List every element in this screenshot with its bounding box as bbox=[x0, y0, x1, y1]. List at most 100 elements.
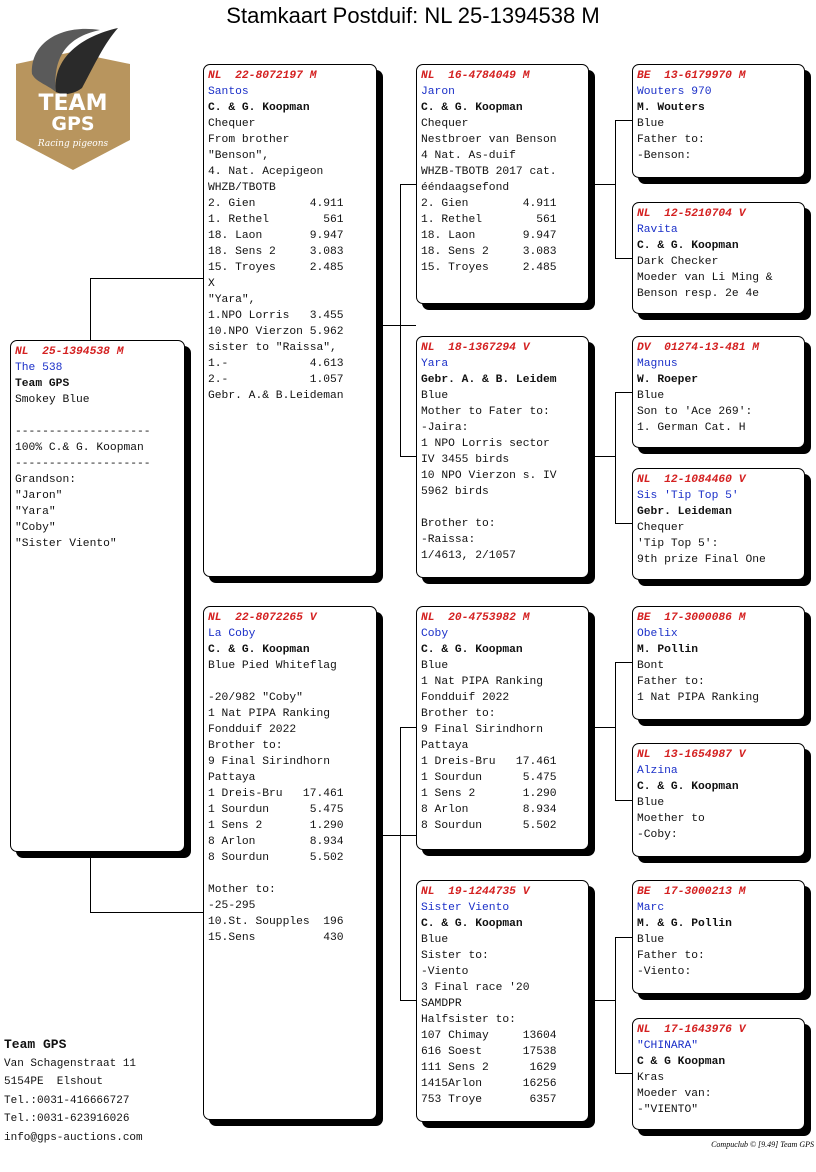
breeder: C. & G. Koopman bbox=[421, 644, 523, 656]
info-line: SAMDPR bbox=[421, 998, 462, 1010]
info-line: 1/4613, 2/1057 bbox=[421, 550, 516, 562]
info-line: Blue bbox=[421, 390, 449, 402]
breeder: C. & G. Koopman bbox=[421, 918, 523, 930]
info-line: From brother bbox=[208, 134, 290, 146]
svg-text:Racing pigeons: Racing pigeons bbox=[37, 139, 109, 149]
info-line: Moeder van: bbox=[637, 1088, 712, 1100]
pedigree-card-dd-dam: NL 17-1643976 V "CHINARA" C & G Koopman Kra… bbox=[632, 1018, 805, 1130]
footer-email[interactable]: info@gps-auctions.com bbox=[4, 1131, 143, 1144]
breeder: M. & G. Pollin bbox=[637, 918, 732, 930]
pigeon-name: Obelix bbox=[637, 628, 678, 640]
connector-line bbox=[615, 662, 616, 800]
connector-line bbox=[400, 727, 401, 1000]
info-line: 15. Troyes 2.485 bbox=[208, 262, 344, 274]
info-line: IV 3455 birds bbox=[421, 454, 510, 466]
connector-line bbox=[90, 278, 91, 340]
info-line: 100% C.& G. Koopman bbox=[15, 442, 144, 454]
breeder: C. & G. Koopman bbox=[421, 102, 523, 114]
info-line: Father to: bbox=[637, 950, 705, 962]
info-line: 1 Nat PIPA Ranking bbox=[421, 676, 544, 688]
info-line: 1415Arlon 16256 bbox=[421, 1078, 557, 1090]
ring-number: NL 19-1244735 V bbox=[421, 886, 530, 898]
info-line: Fondduif 2022 bbox=[421, 692, 510, 704]
software-credit: Compuclub © [9.49] Team GPS bbox=[711, 1140, 814, 1149]
pedigree-card-sd-dam: NL 12-1084460 V Sis 'Tip Top 5' Gebr. Leid… bbox=[632, 468, 805, 580]
ring-number: NL 17-1643976 V bbox=[637, 1024, 746, 1036]
pigeon-name: La Coby bbox=[208, 628, 256, 640]
info-line: Pattaya bbox=[208, 772, 256, 784]
info-line: ééndaagsefond bbox=[421, 182, 510, 194]
info-line: Grandson: bbox=[15, 474, 77, 486]
info-line: Blue bbox=[637, 934, 665, 946]
info-line: Moether to bbox=[637, 813, 705, 825]
info-line: 8 Arlon 8.934 bbox=[208, 836, 344, 848]
info-line: 1. Rethel 561 bbox=[208, 214, 344, 226]
pedigree-card-dam: NL 22-8072265 V La Coby C. & G. Koopman Blu… bbox=[203, 606, 377, 1120]
info-line: -Jaira: bbox=[421, 422, 469, 434]
info-line: -------------------- bbox=[15, 426, 151, 438]
info-line: Brother to: bbox=[421, 708, 496, 720]
info-line: 5962 birds bbox=[421, 486, 489, 498]
connector-line bbox=[615, 523, 632, 524]
breeder: Gebr. Leideman bbox=[637, 506, 732, 518]
breeder: M. Pollin bbox=[637, 644, 699, 656]
info-line: sister to "Raissa", bbox=[208, 342, 337, 354]
ring-number: DV 01274-13-481 M bbox=[637, 342, 760, 354]
info-line: 9 Final Sirindhorn bbox=[208, 756, 331, 768]
info-line: Sister to: bbox=[421, 950, 489, 962]
connector-line bbox=[615, 258, 632, 259]
connector-line bbox=[615, 937, 632, 938]
pigeon-name: Ravita bbox=[637, 224, 678, 236]
connector-line bbox=[400, 456, 416, 457]
info-line: WHZB-TBOTB 2017 cat. bbox=[421, 166, 557, 178]
connector-line bbox=[615, 662, 632, 663]
pedigree-card-ds-sire: BE 17-3000086 M Obelix M. Pollin Bont Father… bbox=[632, 606, 805, 720]
info-line: Blue Pied Whiteflag bbox=[208, 660, 337, 672]
pigeon-name: Yara bbox=[421, 358, 449, 370]
info-line: Halfsister to: bbox=[421, 1014, 516, 1026]
info-line: 3 Final race '20 bbox=[421, 982, 530, 994]
info-line: 18. Sens 2 3.083 bbox=[421, 246, 557, 258]
info-line: Nestbroer van Benson bbox=[421, 134, 557, 146]
pigeon-name: Wouters 970 bbox=[637, 86, 712, 98]
ring-number: NL 16-4784049 M bbox=[421, 70, 530, 82]
connector-line bbox=[595, 1000, 615, 1001]
info-line: 9 Final Sirindhorn bbox=[421, 724, 544, 736]
info-line: 'Tip Top 5': bbox=[637, 538, 719, 550]
info-line: 1 Nat PIPA Ranking bbox=[637, 692, 760, 704]
ring-number: BE 17-3000086 M bbox=[637, 612, 746, 624]
info-line: -25-295 bbox=[208, 900, 256, 912]
connector-line bbox=[383, 325, 416, 326]
info-line: Pattaya bbox=[421, 740, 469, 752]
info-line: 1 NPO Lorris sector bbox=[421, 438, 550, 450]
footer-postcode: 5154PE Elshout bbox=[4, 1076, 104, 1088]
info-line: Chequer bbox=[421, 118, 469, 130]
info-line: Blue bbox=[421, 660, 449, 672]
info-line: 1 Sens 2 1.290 bbox=[208, 820, 344, 832]
pedigree-card-sire: NL 22-8072197 M Santos C. & G. Koopman Cheq… bbox=[203, 64, 377, 577]
connector-line bbox=[615, 392, 616, 523]
breeder: C. & G. Koopman bbox=[208, 102, 310, 114]
footer-phone: Tel.:0031-416666727 bbox=[4, 1094, 130, 1107]
ring-number: BE 17-3000213 M bbox=[637, 886, 746, 898]
pedigree-card-sire-sire: NL 16-4784049 M Jaron C. & G. Koopman Chequ… bbox=[416, 64, 589, 304]
pigeon-name: The 538 bbox=[15, 362, 63, 374]
pedigree-card-sd-sire: DV 01274-13-481 M Magnus W. Roeper Blue Son … bbox=[632, 336, 805, 448]
footer-phone: Tel.:0031-623916026 bbox=[4, 1113, 130, 1125]
pigeon-name: Sis 'Tip Top 5' bbox=[637, 490, 739, 502]
info-line: Chequer bbox=[637, 522, 685, 534]
info-line: Son to 'Ace 269': bbox=[637, 406, 753, 418]
connector-line bbox=[595, 456, 615, 457]
info-line: Moeder van Li Ming & bbox=[637, 272, 773, 284]
info-line: 18. Laon 9.947 bbox=[208, 230, 344, 242]
info-line: 1 Sourdun 5.475 bbox=[421, 772, 557, 784]
ring-number: NL 18-1367294 V bbox=[421, 342, 530, 354]
pedigree-card-ds-dam: NL 13-1654987 V Alzina C. & G. Koopman Blue… bbox=[632, 743, 805, 857]
connector-line bbox=[615, 937, 616, 1073]
info-line: Brother to: bbox=[208, 740, 283, 752]
info-line: 2. Gien 4.911 bbox=[421, 198, 557, 210]
connector-line bbox=[615, 1073, 632, 1074]
info-line: 107 Chimay 13604 bbox=[421, 1030, 557, 1042]
connector-line bbox=[615, 392, 632, 393]
connector-line bbox=[383, 835, 416, 836]
